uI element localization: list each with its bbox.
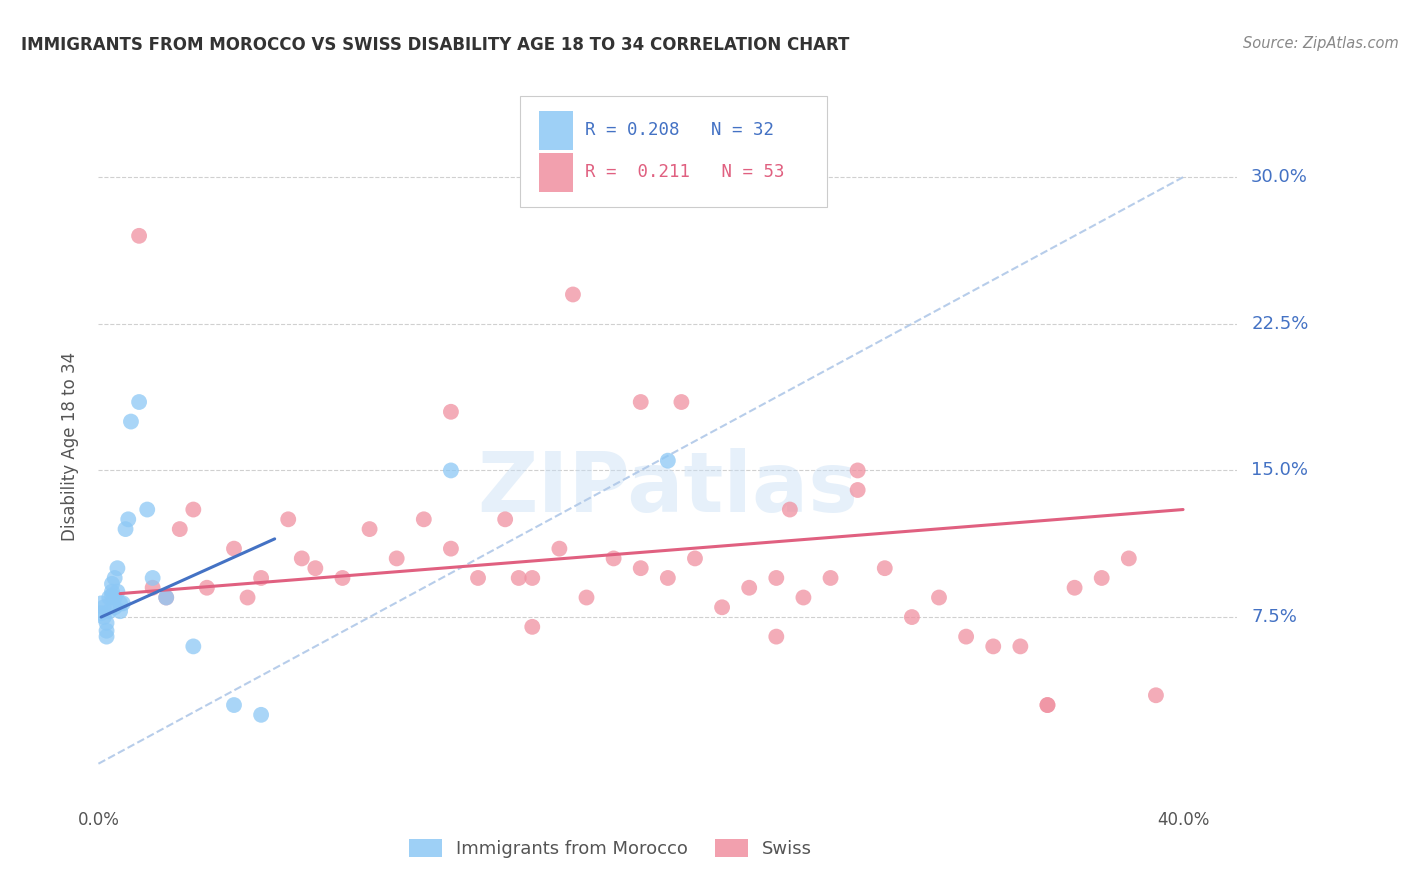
Point bbox=[169, 522, 191, 536]
Point bbox=[90, 596, 112, 610]
Point bbox=[359, 522, 381, 536]
Point bbox=[222, 698, 245, 712]
Point bbox=[183, 502, 205, 516]
Point bbox=[104, 591, 127, 605]
Point bbox=[522, 620, 544, 634]
Y-axis label: Disability Age 18 to 34: Disability Age 18 to 34 bbox=[60, 351, 79, 541]
Point bbox=[873, 561, 896, 575]
Text: Source: ZipAtlas.com: Source: ZipAtlas.com bbox=[1243, 36, 1399, 51]
Point bbox=[1036, 698, 1059, 712]
Point bbox=[494, 512, 516, 526]
Point bbox=[1010, 640, 1032, 654]
Point bbox=[277, 512, 299, 526]
Point bbox=[602, 551, 624, 566]
Point bbox=[575, 591, 598, 605]
Point bbox=[155, 591, 177, 605]
Point bbox=[508, 571, 530, 585]
Point bbox=[738, 581, 761, 595]
Point bbox=[548, 541, 571, 556]
Point bbox=[440, 463, 463, 477]
Point bbox=[291, 551, 314, 566]
Point bbox=[467, 571, 489, 585]
Point bbox=[1063, 581, 1085, 595]
Point bbox=[562, 287, 585, 301]
Point bbox=[96, 624, 118, 638]
Point bbox=[1036, 698, 1059, 712]
Point bbox=[304, 561, 326, 575]
Point bbox=[630, 561, 652, 575]
Point bbox=[250, 571, 273, 585]
Bar bbox=[538, 153, 574, 192]
Point bbox=[128, 228, 150, 243]
Text: R = 0.208   N = 32: R = 0.208 N = 32 bbox=[585, 121, 773, 139]
Text: 7.5%: 7.5% bbox=[1251, 608, 1298, 626]
Point bbox=[711, 600, 734, 615]
Point bbox=[136, 502, 159, 516]
Point bbox=[107, 561, 129, 575]
Point bbox=[155, 591, 177, 605]
Point bbox=[90, 606, 112, 620]
Point bbox=[114, 522, 136, 536]
Point bbox=[630, 395, 652, 409]
Point bbox=[657, 453, 679, 467]
Point bbox=[120, 415, 142, 429]
Text: R =  0.211   N = 53: R = 0.211 N = 53 bbox=[585, 163, 785, 181]
Text: 22.5%: 22.5% bbox=[1251, 315, 1309, 333]
Point bbox=[1091, 571, 1114, 585]
Point bbox=[792, 591, 814, 605]
Point bbox=[657, 571, 679, 585]
Point bbox=[440, 405, 463, 419]
Point bbox=[928, 591, 950, 605]
Point bbox=[846, 483, 869, 497]
Text: 30.0%: 30.0% bbox=[1251, 169, 1308, 186]
Point bbox=[108, 604, 131, 618]
Text: IMMIGRANTS FROM MOROCCO VS SWISS DISABILITY AGE 18 TO 34 CORRELATION CHART: IMMIGRANTS FROM MOROCCO VS SWISS DISABIL… bbox=[21, 36, 849, 54]
Point bbox=[901, 610, 924, 624]
Point bbox=[683, 551, 706, 566]
Point bbox=[117, 512, 139, 526]
Point bbox=[101, 589, 124, 603]
Point bbox=[183, 640, 205, 654]
Bar bbox=[538, 111, 574, 150]
Point bbox=[955, 630, 977, 644]
Point bbox=[104, 600, 127, 615]
Point bbox=[765, 630, 787, 644]
Point bbox=[111, 596, 134, 610]
Point bbox=[195, 581, 218, 595]
Point bbox=[820, 571, 842, 585]
Point bbox=[104, 571, 127, 585]
Point bbox=[93, 610, 115, 624]
Point bbox=[765, 571, 787, 585]
Point bbox=[128, 395, 150, 409]
Point bbox=[236, 591, 259, 605]
Point bbox=[779, 502, 801, 516]
Point bbox=[101, 584, 124, 599]
Point bbox=[96, 630, 118, 644]
Point bbox=[671, 395, 693, 409]
FancyBboxPatch shape bbox=[520, 96, 827, 207]
Point bbox=[440, 541, 463, 556]
Point bbox=[1118, 551, 1140, 566]
Point bbox=[1144, 688, 1167, 702]
Point bbox=[101, 577, 124, 591]
Point bbox=[107, 584, 129, 599]
Point bbox=[981, 640, 1004, 654]
Point bbox=[142, 581, 165, 595]
Text: ZIPatlas: ZIPatlas bbox=[478, 449, 858, 529]
Point bbox=[412, 512, 434, 526]
Point bbox=[332, 571, 354, 585]
Legend: Immigrants from Morocco, Swiss: Immigrants from Morocco, Swiss bbox=[402, 831, 820, 865]
Point bbox=[250, 707, 273, 722]
Point bbox=[96, 615, 118, 630]
Point bbox=[522, 571, 544, 585]
Point bbox=[846, 463, 869, 477]
Point bbox=[385, 551, 408, 566]
Point bbox=[142, 571, 165, 585]
Point bbox=[93, 600, 115, 615]
Point bbox=[108, 596, 131, 610]
Text: 15.0%: 15.0% bbox=[1251, 461, 1308, 479]
Point bbox=[222, 541, 245, 556]
Point bbox=[98, 604, 121, 618]
Point bbox=[98, 591, 121, 605]
